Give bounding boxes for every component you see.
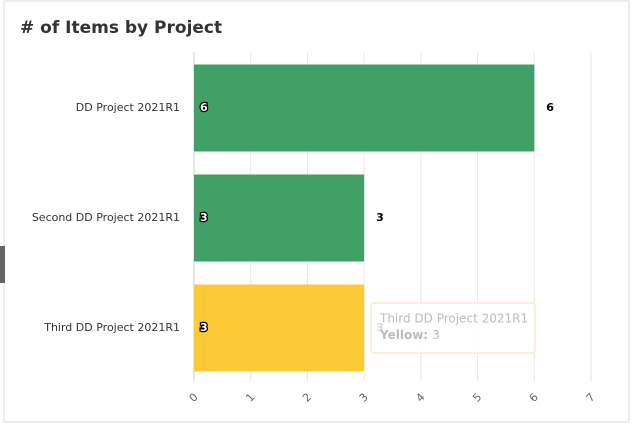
tooltip-title: Third DD Project 2021R1	[379, 312, 528, 326]
y-tick-label: Second DD Project 2021R1	[32, 211, 180, 224]
tooltip-body: Yellow: 3	[379, 328, 440, 342]
chart-title: # of Items by Project	[20, 18, 222, 38]
tooltip-label: Yellow:	[379, 328, 428, 342]
bar	[194, 174, 365, 262]
bar	[194, 284, 365, 372]
bar	[194, 64, 535, 152]
data-label-inside: 6	[200, 101, 208, 114]
data-label: 6	[546, 101, 554, 114]
data-label-inside: 3	[200, 321, 208, 334]
tooltip-value: 3	[432, 328, 440, 342]
tooltip: Third DD Project 2021R1 Yellow: 3	[370, 302, 536, 354]
data-label-inside: 3	[200, 211, 208, 224]
side-tab[interactable]	[0, 246, 5, 283]
data-label: 3	[376, 211, 384, 224]
tooltip-box	[370, 302, 536, 354]
y-tick-label: Third DD Project 2021R1	[43, 321, 180, 334]
y-tick-label: DD Project 2021R1	[76, 101, 180, 114]
